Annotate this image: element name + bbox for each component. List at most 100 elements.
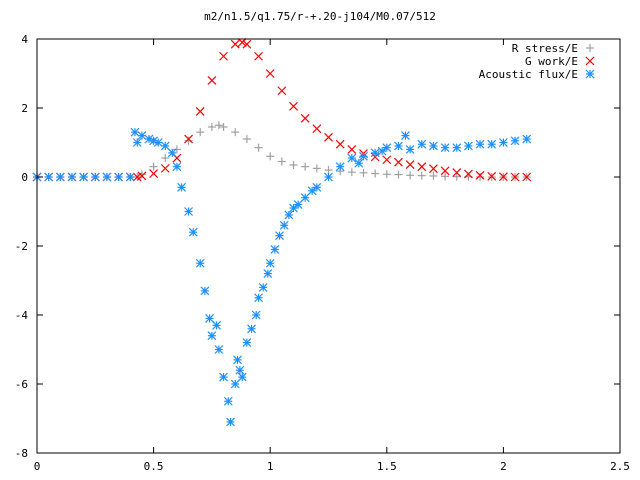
legend-label: Acoustic flux/E bbox=[479, 68, 578, 81]
data-point bbox=[160, 141, 170, 151]
data-point bbox=[55, 172, 65, 182]
data-point bbox=[335, 139, 345, 149]
data-point bbox=[237, 38, 247, 47]
y-tick-label: 2 bbox=[21, 102, 28, 115]
data-point bbox=[522, 172, 532, 182]
data-point bbox=[289, 101, 298, 111]
data-point bbox=[476, 173, 485, 181]
data-point bbox=[452, 143, 462, 153]
data-point bbox=[102, 172, 112, 182]
data-point bbox=[254, 293, 263, 303]
x-tick-label: 1 bbox=[267, 460, 274, 473]
data-point bbox=[475, 139, 485, 149]
series-2 bbox=[32, 127, 532, 427]
data-point bbox=[359, 151, 368, 161]
data-point bbox=[266, 152, 275, 161]
data-point bbox=[153, 138, 163, 147]
data-point bbox=[233, 355, 242, 365]
data-point bbox=[401, 131, 410, 141]
data-point bbox=[237, 372, 247, 382]
data-point bbox=[214, 121, 223, 130]
data-point bbox=[231, 128, 240, 137]
data-point bbox=[382, 143, 392, 153]
data-point bbox=[293, 200, 303, 210]
data-point bbox=[223, 396, 233, 406]
data-point bbox=[370, 148, 380, 158]
data-point bbox=[382, 155, 392, 165]
data-point bbox=[130, 127, 140, 137]
data-point bbox=[195, 258, 205, 268]
legend-marker bbox=[586, 44, 594, 52]
data-point bbox=[377, 146, 387, 156]
x-tick-label: 1.5 bbox=[377, 460, 397, 473]
x-tick-label: 0.5 bbox=[144, 460, 164, 473]
data-point bbox=[463, 169, 473, 179]
data-point bbox=[300, 193, 310, 203]
data-point bbox=[196, 128, 205, 137]
data-point bbox=[270, 245, 280, 254]
data-point bbox=[242, 135, 251, 144]
legend-marker bbox=[585, 56, 595, 66]
data-point bbox=[289, 203, 298, 213]
plot-frame bbox=[36, 38, 621, 454]
y-tick-label: -6 bbox=[15, 378, 28, 391]
data-point bbox=[429, 141, 438, 151]
data-point bbox=[207, 75, 217, 85]
data-point bbox=[44, 172, 54, 182]
data-point bbox=[132, 138, 142, 147]
data-point bbox=[347, 144, 357, 154]
y-tick-label: 4 bbox=[21, 33, 28, 46]
data-point bbox=[463, 141, 473, 151]
data-point bbox=[167, 148, 177, 158]
legend-label: R stress/E bbox=[512, 42, 578, 55]
data-point bbox=[184, 207, 194, 216]
data-point bbox=[230, 39, 240, 49]
data-point bbox=[125, 172, 135, 182]
data-point bbox=[510, 136, 520, 146]
data-point bbox=[417, 139, 427, 149]
data-point bbox=[487, 171, 497, 181]
data-point bbox=[149, 162, 158, 171]
data-point bbox=[394, 170, 403, 179]
data-point bbox=[441, 172, 450, 181]
data-point bbox=[149, 169, 159, 178]
data-point bbox=[406, 171, 415, 180]
data-point bbox=[265, 258, 275, 268]
data-point bbox=[359, 168, 368, 177]
data-point bbox=[226, 417, 235, 427]
data-point bbox=[324, 166, 333, 175]
data-point bbox=[429, 164, 438, 174]
plot-area bbox=[32, 38, 532, 427]
data-point bbox=[188, 227, 198, 237]
data-point bbox=[440, 143, 450, 153]
data-point bbox=[394, 157, 403, 167]
data-point bbox=[312, 182, 322, 192]
data-point bbox=[172, 145, 181, 154]
data-point bbox=[265, 69, 275, 78]
data-point bbox=[405, 144, 415, 154]
y-tick-label: -2 bbox=[15, 240, 28, 253]
x-tick-label: 0 bbox=[34, 460, 41, 473]
data-point bbox=[279, 220, 289, 230]
data-point bbox=[160, 163, 170, 173]
data-point bbox=[440, 166, 450, 176]
data-point bbox=[405, 160, 415, 170]
data-point bbox=[254, 143, 263, 152]
data-point bbox=[284, 210, 294, 220]
data-point bbox=[498, 138, 508, 147]
data-point bbox=[137, 171, 147, 181]
data-point bbox=[394, 141, 403, 151]
data-point bbox=[67, 172, 77, 182]
data-point bbox=[235, 365, 245, 375]
data-point bbox=[219, 51, 228, 61]
data-point bbox=[452, 168, 462, 177]
y-tick-label: 0 bbox=[21, 171, 28, 184]
data-point bbox=[242, 338, 252, 348]
data-point bbox=[258, 282, 268, 292]
data-point bbox=[277, 86, 287, 96]
data-point bbox=[230, 379, 240, 389]
data-point bbox=[214, 345, 224, 354]
data-point bbox=[300, 113, 310, 123]
data-point bbox=[347, 153, 357, 163]
data-point bbox=[417, 171, 426, 180]
